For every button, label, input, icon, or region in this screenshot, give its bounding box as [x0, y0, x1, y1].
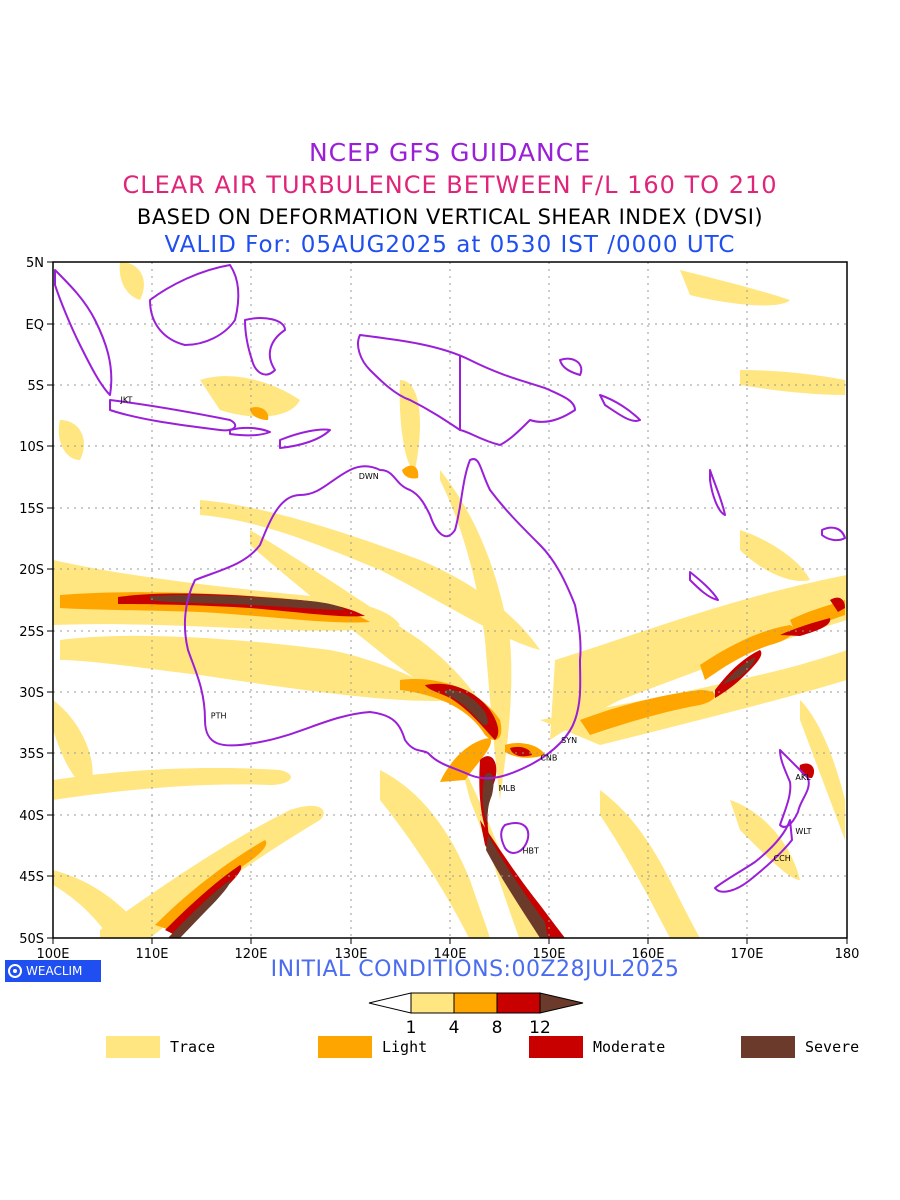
australia-coastline — [183, 458, 582, 780]
y-tick-label: 20S — [19, 563, 44, 578]
legend-item-moderate: Moderate — [529, 1036, 665, 1058]
y-tick-label: 10S — [19, 440, 44, 455]
legend-swatch — [741, 1036, 795, 1058]
new-caledonia-coastline — [689, 571, 719, 601]
y-tick-label: 35S — [19, 747, 44, 762]
new-britain-coastline — [559, 357, 583, 376]
city-label-pth: PTH — [211, 712, 227, 721]
weaclim-logo-icon — [8, 964, 22, 978]
city-label-cnb: CNB — [540, 753, 557, 762]
coastlines — [54, 264, 846, 893]
new-guinea-coastline — [357, 334, 576, 446]
weaclim-logo: WEACLIM — [5, 960, 101, 982]
city-label-jkt: JKT — [119, 396, 132, 405]
x-tick-label: 110E — [135, 947, 168, 962]
y-tick-label: 40S — [19, 809, 44, 824]
y-tick-label: 45S — [19, 870, 44, 885]
timor-coastline — [279, 428, 331, 449]
fiji-coastline — [821, 526, 846, 542]
city-label-cch: CCH — [774, 854, 791, 863]
colorbar-tick: 12 — [529, 1018, 551, 1038]
legend-item-light: Light — [318, 1036, 427, 1058]
method-description: BASED ON DEFORMATION VERTICAL SHEAR INDE… — [136, 205, 764, 229]
x-tick-label: 130E — [334, 947, 367, 962]
city-label-mlb: MLB — [499, 784, 516, 793]
initial-conditions: INITIAL CONDITIONS:00Z28JUL2025 — [270, 957, 680, 982]
graticule — [53, 262, 847, 938]
x-tick-label: 120E — [234, 947, 267, 962]
turbulence-field — [53, 262, 847, 938]
colorbar-segment-moderate — [496, 992, 541, 1014]
colorbar-underflow — [368, 992, 412, 1014]
legend-label: Light — [382, 1038, 428, 1056]
y-tick-label: 25S — [19, 625, 44, 640]
colorbar-segment-light — [453, 992, 498, 1014]
legend-swatch — [318, 1036, 372, 1058]
legend-label: Severe — [805, 1038, 860, 1056]
colorbar-tick: 8 — [492, 1018, 503, 1038]
y-tick-label: 50S — [19, 932, 44, 947]
x-tick-label: 140E — [433, 947, 466, 962]
product-subtitle: CLEAR AIR TURBULENCE BETWEEN F/L 160 TO … — [122, 171, 778, 199]
legend-swatch — [106, 1036, 160, 1058]
tasmania-coastline — [500, 822, 530, 854]
colorbar-segment-trace — [410, 992, 455, 1014]
y-tick-label: 5N — [26, 256, 44, 271]
x-tick-label: 160E — [631, 947, 664, 962]
colorbar-tick: 4 — [449, 1018, 460, 1038]
city-label-dwn: DWN — [359, 472, 379, 481]
city-label-hbt: HBT — [522, 847, 539, 856]
java-coastline — [109, 399, 237, 432]
x-tick-label: 180 — [835, 947, 860, 962]
brand-label: WEACLIM — [26, 964, 83, 978]
legend-label: Moderate — [593, 1038, 666, 1056]
product-title: NCEP GFS GUIDANCE — [308, 138, 591, 167]
sumatra-coastline — [54, 269, 113, 396]
nz-north-island-coastline — [779, 749, 810, 828]
colorbar-tick: 1 — [406, 1018, 417, 1038]
legend-label: Trace — [170, 1038, 216, 1056]
colorbar-overflow — [539, 992, 584, 1014]
y-tick-label: 30S — [19, 686, 44, 701]
city-label-wlt: WLT — [795, 827, 811, 836]
city-label-akl: AKL — [795, 773, 811, 782]
city-markers: JKT DWN PTH SYN CNB MLB HBT AKL WLT CCH — [119, 396, 811, 863]
y-tick-label: 15S — [19, 502, 44, 517]
x-tick-label: 150E — [532, 947, 565, 962]
vanuatu-coastline — [709, 469, 726, 516]
legend-item-trace: Trace — [106, 1036, 215, 1058]
sulawesi-coastline — [244, 317, 286, 376]
valid-time: VALID For: 05AUG2025 at 0530 IST /0000 U… — [164, 232, 736, 258]
y-tick-label: 5S — [27, 379, 44, 394]
borneo-coastline — [149, 264, 240, 346]
colorbar: 1 4 8 12 — [368, 992, 584, 1038]
legend-swatch — [529, 1036, 583, 1058]
x-tick-label: 170E — [730, 947, 763, 962]
nz-south-island-coastline — [714, 819, 793, 893]
legend-item-severe: Severe — [741, 1036, 859, 1058]
x-tick-label: 100E — [36, 947, 69, 962]
y-tick-label: EQ — [26, 318, 44, 333]
solomon-coastline — [599, 394, 641, 422]
city-label-syn: SYN — [561, 736, 577, 745]
lesser-sunda-coastline — [229, 426, 271, 437]
